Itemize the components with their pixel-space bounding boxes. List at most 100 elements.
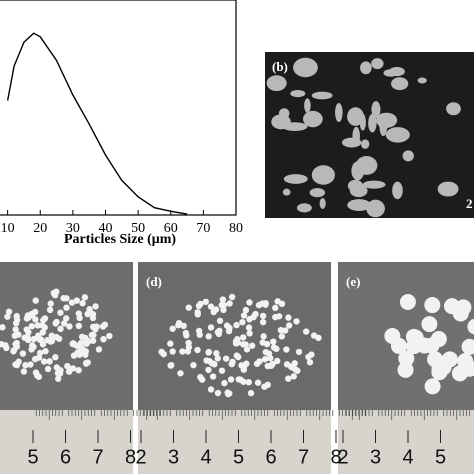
- x-tick-label: 70: [196, 221, 210, 236]
- sphere: [246, 299, 253, 306]
- sphere: [278, 300, 286, 308]
- sphere: [68, 299, 76, 306]
- ruler: [338, 410, 474, 474]
- sphere: [255, 301, 263, 309]
- particle: [300, 62, 308, 69]
- sphere: [93, 323, 100, 330]
- x-axis-label: Particles Size (μm): [64, 232, 176, 247]
- sphere: [41, 315, 49, 322]
- sphere: [92, 303, 99, 310]
- particle: [446, 102, 461, 116]
- sphere: [247, 389, 255, 397]
- sphere: [264, 362, 271, 370]
- sphere: [175, 322, 182, 329]
- sphere: [100, 335, 107, 343]
- sphere: [226, 300, 233, 307]
- sphere: [264, 381, 271, 389]
- sphere: [228, 293, 236, 301]
- sphere: [242, 306, 250, 314]
- sphere: [32, 297, 39, 304]
- sphere: [399, 294, 416, 311]
- sphere: [34, 322, 42, 329]
- sphere: [267, 354, 274, 362]
- sphere: [197, 373, 204, 381]
- sphere: [75, 310, 83, 317]
- sphere: [69, 340, 77, 347]
- sphere: [66, 323, 73, 330]
- sphere: [240, 378, 247, 385]
- particle: [360, 61, 372, 75]
- sphere: [32, 369, 40, 376]
- particle: [311, 165, 335, 185]
- sphere: [195, 327, 203, 335]
- sphere: [390, 337, 407, 354]
- particle: [266, 75, 287, 92]
- sphere: [167, 362, 174, 369]
- ruler-number: 7: [92, 446, 103, 468]
- sphere: [194, 346, 201, 354]
- ruler-number: 4: [200, 446, 211, 468]
- ruler-number: 8: [330, 446, 341, 468]
- panel-label: (b): [272, 59, 288, 74]
- sphere: [254, 379, 262, 386]
- sphere: [290, 373, 297, 380]
- sphere: [47, 300, 54, 307]
- sphere: [5, 308, 13, 315]
- x-tick-label: 40: [99, 221, 113, 236]
- sphere: [4, 313, 11, 320]
- sphere: [106, 332, 113, 340]
- particle: [335, 103, 343, 122]
- sphere: [25, 329, 32, 336]
- sphere: [19, 350, 27, 357]
- panel-label: (d): [146, 274, 162, 289]
- sphere: [57, 325, 64, 333]
- sphere: [190, 361, 197, 369]
- sphere: [65, 368, 73, 375]
- sphere: [75, 322, 83, 330]
- sphere: [39, 329, 46, 336]
- sphere: [10, 348, 17, 355]
- sphere: [60, 320, 68, 327]
- plot-frame: [0, 0, 237, 216]
- particle: [290, 89, 306, 98]
- ruler-number: 5: [233, 446, 244, 468]
- sphere: [95, 346, 103, 353]
- ruler-number: 5: [435, 446, 446, 468]
- sphere: [183, 332, 190, 339]
- particle: [311, 91, 333, 100]
- particle: [417, 77, 427, 84]
- sphere: [60, 295, 67, 302]
- sphere: [272, 313, 279, 321]
- sphere: [35, 354, 43, 361]
- sphere: [185, 344, 193, 351]
- sphere: [245, 378, 252, 386]
- particle: [383, 69, 398, 77]
- sphere: [12, 326, 19, 333]
- sphere: [431, 364, 448, 381]
- sphere: [308, 351, 315, 358]
- sphere: [467, 318, 474, 335]
- panel-label: (e): [346, 274, 360, 289]
- sphere: [427, 351, 444, 368]
- sphere: [441, 351, 458, 368]
- sphere: [424, 297, 441, 314]
- particle: [296, 203, 312, 213]
- sphere: [20, 368, 28, 375]
- particle: [371, 101, 381, 118]
- sphere: [41, 324, 48, 331]
- sphere: [11, 332, 19, 339]
- sphere: [28, 346, 35, 353]
- particle: [368, 113, 377, 133]
- sphere: [63, 315, 70, 322]
- sphere: [15, 358, 22, 365]
- sphere: [70, 352, 78, 359]
- sphere: [259, 339, 266, 346]
- sphere: [273, 357, 281, 365]
- ruler-number: 8: [125, 446, 136, 468]
- particle: [391, 77, 409, 91]
- sphere: [306, 359, 314, 366]
- sphere: [283, 346, 290, 353]
- sphere: [53, 364, 61, 371]
- sphere: [220, 302, 228, 309]
- sphere: [208, 360, 216, 367]
